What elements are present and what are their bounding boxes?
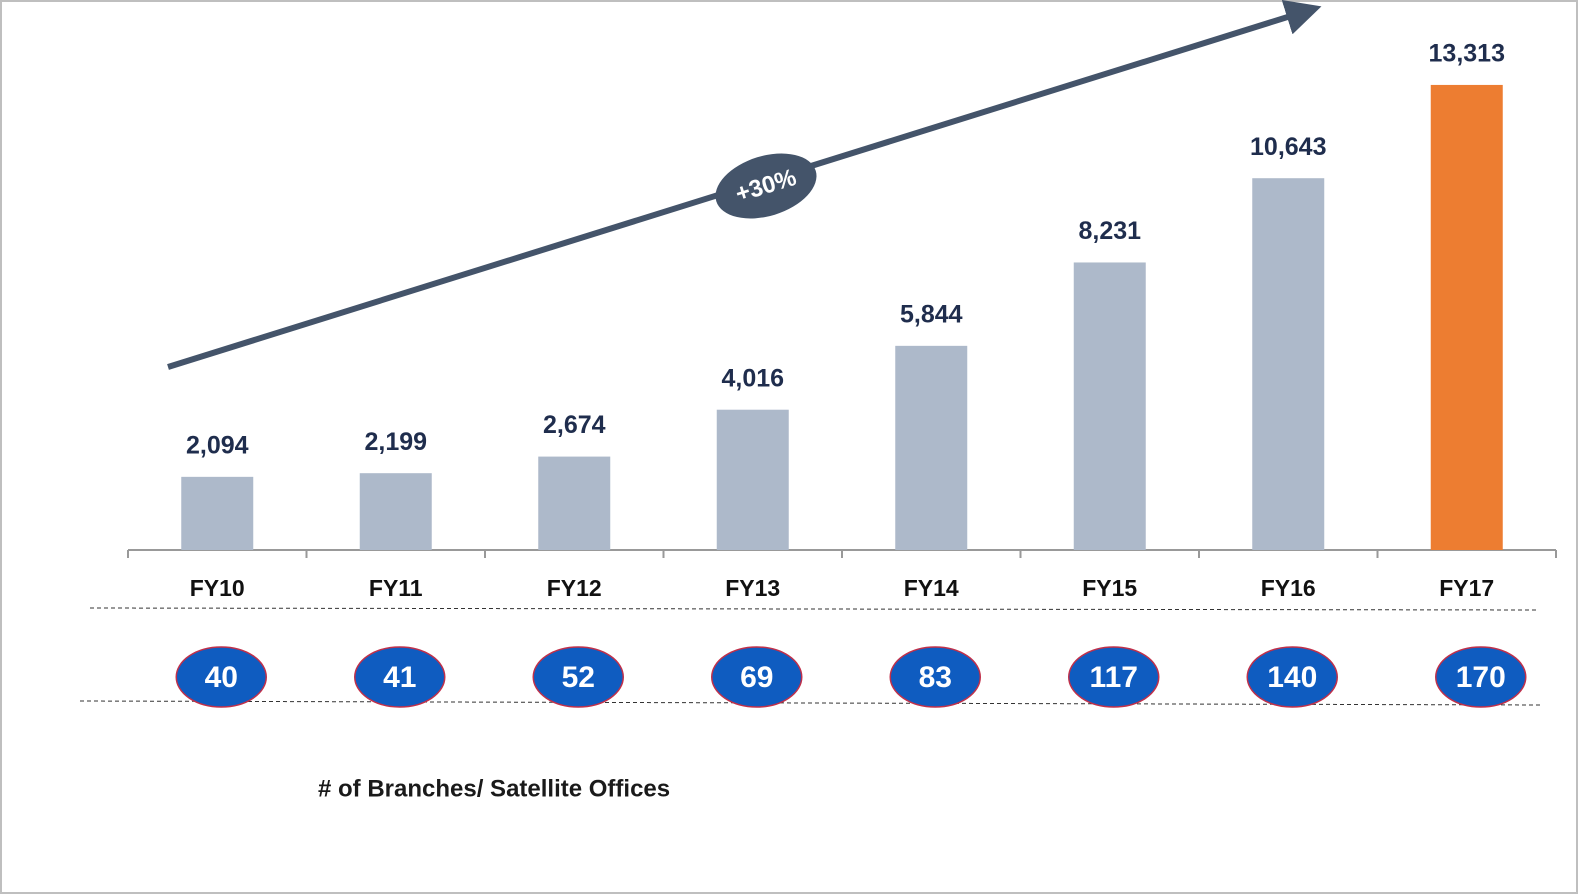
branch-badge (1246, 646, 1338, 708)
branch-count: 140 (1267, 661, 1317, 694)
x-tick-label: FY15 (1082, 575, 1137, 601)
branch-count: 41 (383, 661, 416, 694)
branch-count: 83 (919, 661, 952, 694)
bar (181, 476, 254, 550)
badge (715, 153, 817, 219)
branch-badge (175, 646, 267, 708)
branch-badge (711, 646, 803, 708)
data-label: 13,313 (1429, 40, 1505, 68)
bar (1252, 178, 1325, 550)
bar (359, 473, 432, 550)
growth-badge: +30% (715, 153, 817, 219)
branch-count: 69 (740, 661, 773, 694)
data-label: 8,231 (1078, 217, 1141, 245)
data-label: 4,016 (721, 364, 784, 392)
x-tick-label: FY12 (547, 575, 602, 601)
branch-badge (354, 646, 446, 708)
data-label: 5,844 (900, 300, 963, 328)
x-tick-label: FY11 (369, 575, 423, 601)
data-label: 2,094 (186, 431, 249, 459)
bar (895, 345, 968, 550)
divider (89, 607, 1539, 611)
branch-badge (1435, 646, 1527, 708)
data-label: 2,674 (543, 411, 606, 439)
branch-badge (1068, 646, 1160, 708)
bar (538, 456, 611, 550)
branch-badge (532, 646, 624, 708)
branch-count: 170 (1456, 661, 1506, 694)
bar (1073, 262, 1146, 550)
bar (1430, 84, 1503, 551)
x-tick-label: FY10 (190, 575, 245, 601)
data-label: 10,643 (1250, 133, 1326, 161)
branch-count: 40 (205, 661, 238, 694)
x-tick-label: FY17 (1439, 575, 1494, 601)
branch-count: 117 (1090, 661, 1138, 694)
x-tick-label: FY16 (1261, 575, 1316, 601)
divider (79, 700, 1541, 706)
data-label: 2,199 (364, 428, 427, 456)
x-tick-label: FY13 (725, 575, 780, 601)
branches-label: # of Branches/ Satellite Offices (318, 775, 670, 802)
branch-count: 52 (562, 661, 595, 694)
branch-badge (889, 646, 981, 708)
bar (716, 409, 789, 550)
x-tick-label: FY14 (904, 575, 959, 601)
